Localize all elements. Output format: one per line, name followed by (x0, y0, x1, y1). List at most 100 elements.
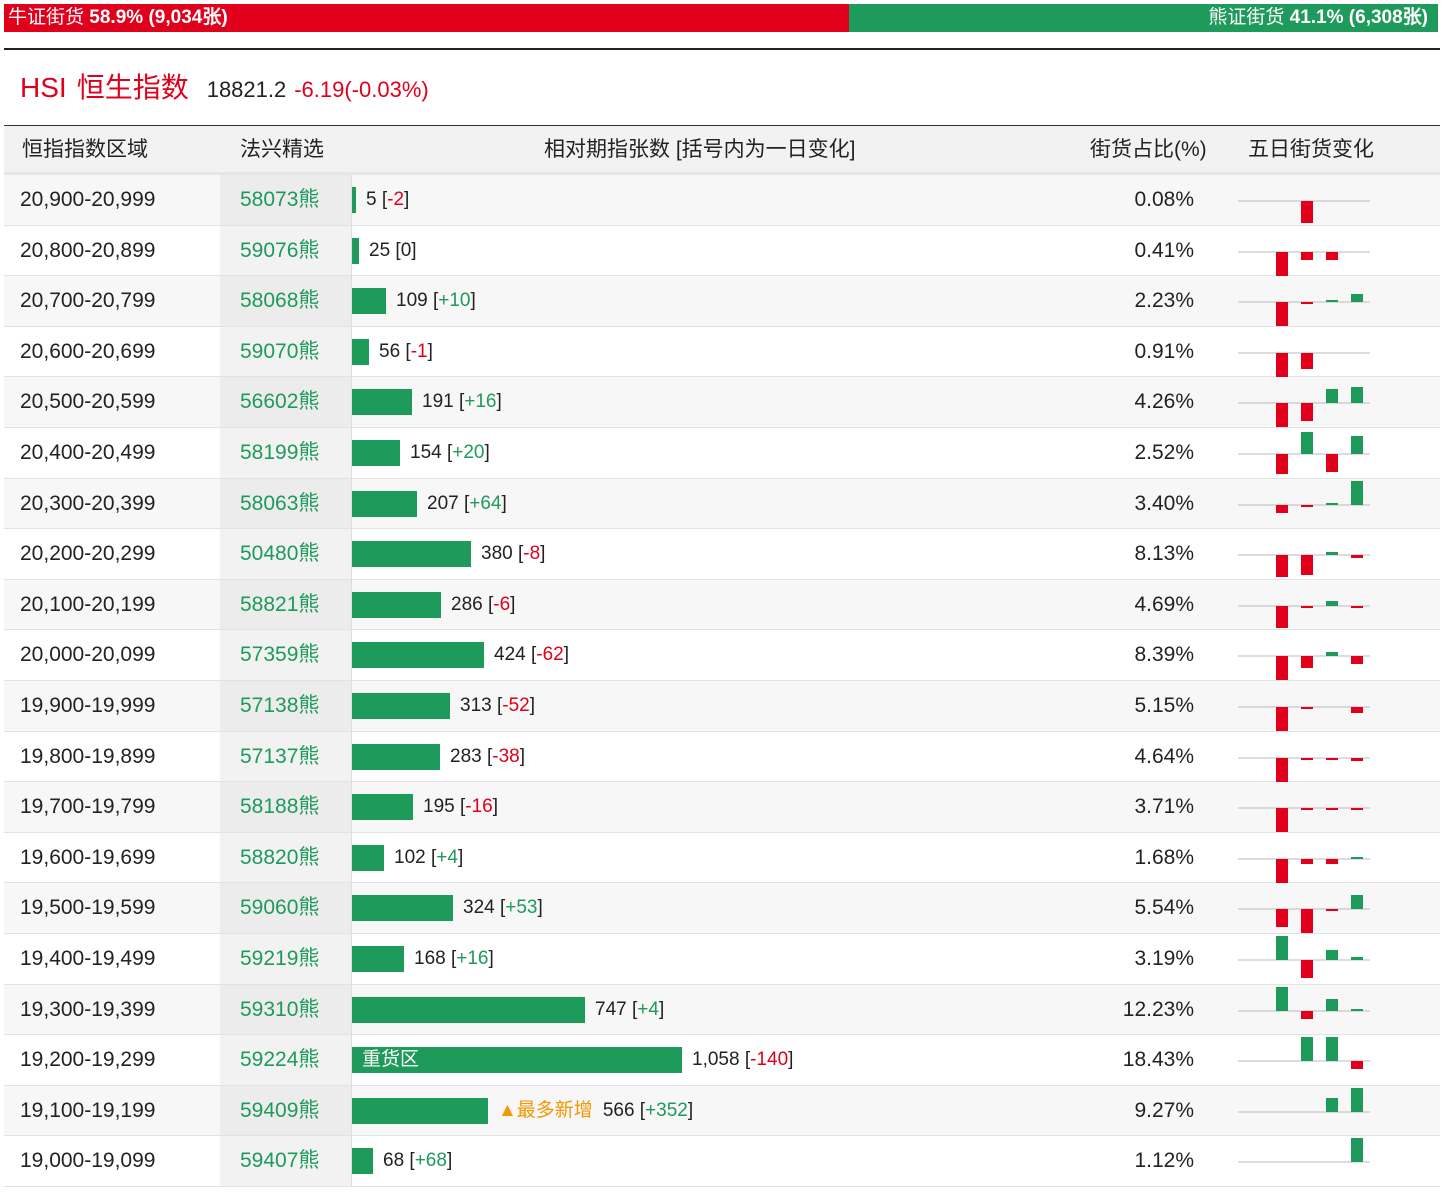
spark-bar (1276, 251, 1288, 276)
contracts-bar (352, 945, 404, 972)
warrant-code-link[interactable]: 59076熊 (220, 225, 352, 276)
spark-bar (1276, 858, 1288, 883)
table-row[interactable]: 19,400-19,499 59219熊 168 [+16] 3.19% (4, 933, 1440, 985)
table-row[interactable]: 19,900-19,999 57138熊 313 [-52] 5.15% (4, 680, 1440, 732)
spark-bar (1351, 387, 1363, 404)
contracts-value: 747 (595, 998, 627, 1020)
range-cell: 19,300-19,399 (20, 997, 156, 1021)
five-day-change-chart (1238, 652, 1370, 681)
contracts-bar (352, 541, 471, 568)
range-cell: 20,500-20,599 (20, 390, 156, 414)
share-cell: 9.27% (1134, 1098, 1194, 1122)
five-day-change-chart (1238, 1138, 1370, 1163)
contracts-label: 56 [-1] (379, 340, 433, 362)
table-row[interactable]: 19,500-19,599 59060熊 324 [+53] 5.54% (4, 883, 1440, 934)
table-row[interactable]: 20,300-20,399 58063熊 207 [+64] 3.40% (4, 478, 1440, 530)
warrant-code-link[interactable]: 57138熊 (220, 680, 352, 731)
five-day-change-chart (1238, 552, 1370, 578)
table-row[interactable]: 20,900-20,999 58073熊 5 [-2] 0.08% (4, 175, 1440, 226)
index-name[interactable]: 恒生指数 (76, 72, 189, 103)
contracts-label: 68 [+68] (383, 1150, 453, 1172)
warrant-code-link[interactable]: 58821熊 (220, 579, 352, 630)
warrant-code-link[interactable]: 59224熊 (220, 1035, 352, 1085)
table-row[interactable]: 19,300-19,399 59310熊 747 [+4] 12.23% (4, 984, 1440, 1036)
contracts-label: 380 [-8] (481, 543, 546, 565)
contracts-value: 283 (450, 745, 482, 767)
warrant-code-link[interactable]: 59060熊 (220, 883, 352, 933)
contracts-label: 195 [-16] (423, 796, 499, 818)
warrant-code-link[interactable]: 58063熊 (220, 478, 352, 529)
share-cell: 12.23% (1122, 997, 1194, 1021)
contracts-value: 191 (422, 391, 454, 413)
table-row[interactable]: 20,200-20,299 50480熊 380 [-8] 8.13% (4, 529, 1440, 580)
warrant-code-link[interactable]: 59219熊 (220, 933, 352, 984)
range-cell: 19,200-19,299 (20, 1048, 156, 1072)
table-row[interactable]: 20,400-20,499 58199熊 154 [+20] 2.52% (4, 427, 1440, 479)
range-cell: 20,300-20,399 (20, 491, 156, 515)
spark-bar (1276, 453, 1288, 474)
contracts-bar (352, 591, 441, 618)
share-cell: 2.52% (1134, 440, 1194, 464)
contracts-bar (352, 895, 453, 922)
daily-change: -38 (492, 745, 520, 767)
warrant-code-link[interactable]: 59070熊 (220, 326, 352, 377)
spark-bar (1326, 808, 1338, 811)
range-cell: 20,200-20,299 (20, 542, 156, 566)
contracts-bar (352, 692, 450, 719)
table-row[interactable]: 20,000-20,099 57359熊 424 [-62] 8.39% (4, 630, 1440, 681)
header-range: 恒指指数区域 (22, 138, 148, 161)
spark-bar (1326, 1037, 1338, 1062)
share-cell: 4.64% (1134, 744, 1194, 768)
warrant-code-link[interactable]: 58199熊 (220, 427, 352, 478)
spark-bar (1351, 706, 1363, 713)
warrant-code-link[interactable]: 57137熊 (220, 731, 352, 782)
range-cell: 20,000-20,099 (20, 643, 156, 667)
table-row[interactable]: 20,700-20,799 58068熊 109 [+10] 2.23% (4, 276, 1440, 327)
five-day-change-chart (1238, 706, 1370, 731)
table-row[interactable]: 19,100-19,199 59409熊 ▲最多新增 566 [+352] 9.27% (4, 1085, 1440, 1137)
table-row[interactable]: 19,600-19,699 58820熊 102 [+4] 1.68% (4, 832, 1440, 884)
warrant-code-link[interactable]: 58073熊 (220, 175, 352, 225)
spark-bar (1301, 605, 1313, 608)
table-row[interactable]: 19,700-19,799 58188熊 195 [-16] 3.71% (4, 782, 1440, 833)
table-row[interactable]: 20,100-20,199 58821熊 286 [-6] 4.69% (4, 579, 1440, 631)
contracts-label: ▲最多新增 566 [+352] (498, 1099, 694, 1121)
spark-bar (1301, 201, 1313, 223)
spark-bar (1276, 302, 1288, 327)
spark-bar (1326, 251, 1338, 260)
share-cell: 8.13% (1134, 542, 1194, 566)
five-day-change-chart (1238, 431, 1370, 474)
warrant-code-link[interactable]: 59409熊 (220, 1085, 352, 1136)
range-cell: 19,800-19,899 (20, 744, 156, 768)
spark-bar (1301, 555, 1313, 576)
warrant-code-link[interactable]: 58188熊 (220, 782, 352, 832)
bull-label: 牛证街货 (8, 7, 85, 28)
table-row[interactable]: 20,500-20,599 56602熊 191 [+16] 4.26% (4, 377, 1440, 428)
warrant-code-link[interactable]: 59310熊 (220, 984, 352, 1035)
contracts-bar: 重货区 (352, 1047, 682, 1074)
five-day-change-chart (1238, 757, 1370, 782)
daily-change: 0 (400, 239, 412, 261)
warrant-code-link[interactable]: 56602熊 (220, 377, 352, 427)
table-row[interactable]: 20,600-20,699 59070熊 56 [-1] 0.91% (4, 326, 1440, 378)
warrant-code-link[interactable]: 59407熊 (220, 1136, 352, 1186)
table-row[interactable]: 20,800-20,899 59076熊 25 [0] 0.41% (4, 225, 1440, 277)
warrant-code-link[interactable]: 58068熊 (220, 276, 352, 326)
five-day-change-chart (1238, 480, 1370, 513)
five-day-change-chart (1238, 251, 1370, 276)
index-code[interactable]: HSI (20, 72, 67, 103)
table-row[interactable]: 19,800-19,899 57137熊 283 [-38] 4.64% (4, 731, 1440, 783)
bear-label: 熊证街货 (1208, 7, 1285, 28)
share-cell: 5.15% (1134, 693, 1194, 717)
warrant-code-link[interactable]: 57359熊 (220, 630, 352, 680)
table-row[interactable]: 19,000-19,099 59407熊 68 [+68] 1.12% (4, 1136, 1440, 1187)
table-row[interactable]: 19,200-19,299 59224熊 重货区 1,058 [-140] 18.43% (4, 1035, 1440, 1086)
share-cell: 18.43% (1122, 1048, 1194, 1072)
warrant-code-link[interactable]: 50480熊 (220, 529, 352, 579)
contracts-label: 109 [+10] (396, 290, 476, 312)
five-day-change-chart (1238, 807, 1370, 833)
spark-bar (1301, 909, 1313, 934)
contracts-label: 283 [-38] (450, 745, 526, 767)
contracts-value: 25 (369, 239, 391, 261)
warrant-code-link[interactable]: 58820熊 (220, 832, 352, 883)
